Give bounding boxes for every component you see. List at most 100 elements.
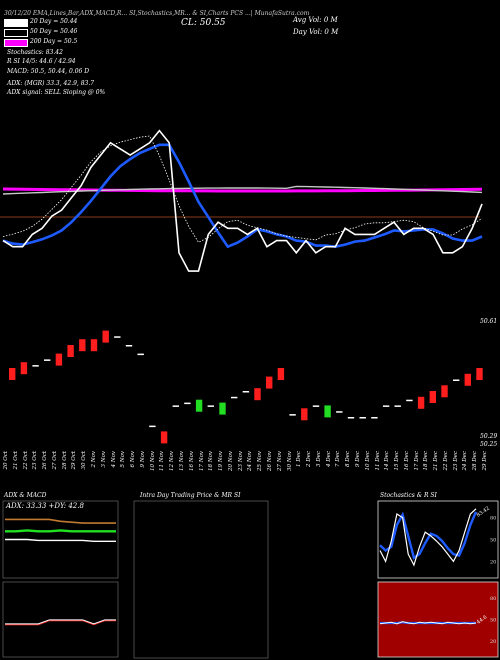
volume-bar bbox=[231, 396, 238, 399]
date-label: 27 Oct bbox=[51, 451, 58, 470]
price-axis-lower-1: 50.29 bbox=[480, 433, 498, 440]
volume-bar bbox=[55, 353, 63, 366]
volume-bar bbox=[312, 405, 320, 407]
date-label: 16 Dec bbox=[403, 451, 410, 471]
date-label: 18 Nov bbox=[208, 451, 215, 471]
volume-bar bbox=[464, 373, 471, 386]
rsi-readout: R SI 14/5: 44.6 / 42.94 bbox=[7, 58, 76, 65]
date-label: 17 Dec bbox=[413, 451, 420, 471]
volume-bar bbox=[347, 417, 355, 419]
date-label: 6 Nov bbox=[130, 451, 137, 468]
date-label: 9 Dec bbox=[354, 451, 361, 467]
date-label: 4 Nov bbox=[110, 451, 117, 468]
date-label: 3 Dec bbox=[315, 451, 322, 467]
rsi-tick: 50 bbox=[490, 618, 496, 624]
volume-bar bbox=[476, 368, 483, 380]
adx-readout: ADX: (MGR) 33.3, 42.9, 83.7 bbox=[7, 80, 95, 87]
plus-di-line bbox=[5, 529, 116, 533]
date-label: 4 Dec bbox=[325, 451, 332, 467]
date-label: 20 Nov bbox=[227, 451, 234, 471]
date-label: 10 Dec bbox=[364, 451, 371, 471]
volume-bar bbox=[149, 425, 156, 428]
price-axis-lower-2: 50.25 bbox=[480, 441, 498, 448]
date-label: 29 Oct bbox=[71, 451, 78, 470]
volume-bar bbox=[277, 368, 285, 380]
date-label: 3 Nov bbox=[100, 451, 107, 468]
volume-bar bbox=[172, 405, 179, 407]
date-label: 8 Dec bbox=[345, 451, 352, 467]
intraday-panel-title: Intra Day Trading Price & MR SI bbox=[140, 492, 241, 499]
volume-bar bbox=[102, 330, 109, 343]
price-line bbox=[2, 129, 483, 272]
macd-line bbox=[5, 619, 116, 625]
date-label: 7 Dec bbox=[335, 451, 342, 467]
volume-bar bbox=[9, 368, 16, 380]
ma-label-0: 20 Day = 50.44 bbox=[30, 18, 78, 25]
volume-bar bbox=[67, 345, 74, 357]
date-label: 11 Nov bbox=[159, 451, 166, 471]
date-label: 22 Dec bbox=[442, 451, 449, 471]
rsi-line bbox=[379, 621, 477, 625]
date-label: 30 Oct bbox=[81, 451, 88, 470]
ma-label-2: 200 Day = 50.5 bbox=[30, 38, 78, 45]
date-label: 25 Nov bbox=[257, 451, 264, 471]
volume-bar bbox=[160, 431, 168, 444]
avg-volume: Avg Vol: 0 M bbox=[293, 16, 338, 24]
ma50-line bbox=[2, 185, 483, 195]
date-label: 14 Dec bbox=[384, 451, 391, 471]
date-label: 13 Nov bbox=[179, 451, 185, 471]
volume-bar bbox=[184, 402, 191, 405]
date-label: 9 Nov bbox=[139, 451, 146, 468]
date-label: 16 Nov bbox=[188, 451, 195, 471]
volume-bar bbox=[336, 411, 343, 413]
stoch-k-line bbox=[379, 508, 477, 567]
rsi-tick: 80 bbox=[490, 596, 496, 602]
ma-swatch-1 bbox=[4, 29, 28, 37]
date-label: 12 Nov bbox=[169, 451, 176, 471]
volume-bar bbox=[79, 339, 86, 352]
rsi-tick: 20 bbox=[490, 639, 496, 645]
stoch-d-line bbox=[379, 511, 478, 560]
intraday-panel-frame bbox=[133, 500, 269, 659]
stochastics-panel-title: Stochastics & R SI bbox=[380, 492, 437, 499]
date-label: 10 Nov bbox=[149, 451, 156, 471]
ma-swatch-0 bbox=[4, 19, 28, 27]
day-volume: Day Vol: 0 M bbox=[293, 28, 339, 36]
date-label: 23 Oct bbox=[32, 451, 39, 470]
volume-bar bbox=[406, 399, 413, 402]
volume-bar bbox=[20, 362, 28, 375]
date-label: 26 Oct bbox=[42, 451, 49, 470]
date-label: 29 Dec bbox=[482, 451, 488, 471]
volume-bar bbox=[137, 353, 144, 356]
stoch-tick: 50 bbox=[490, 538, 496, 544]
date-label: 11 Dec bbox=[374, 451, 381, 471]
minus-di-line bbox=[5, 538, 116, 542]
volume-bar bbox=[301, 408, 308, 421]
stoch-tick: 80 bbox=[490, 516, 496, 522]
volume-bar bbox=[44, 359, 51, 361]
volume-bar bbox=[195, 399, 203, 412]
signal-line bbox=[2, 135, 483, 243]
date-label: 20 Oct bbox=[3, 451, 9, 470]
adx-signal: ADX signal: SELL Sloping @ 0% bbox=[7, 89, 106, 96]
adx-panel-title: ADX & MACD bbox=[4, 492, 47, 499]
volume-bar bbox=[371, 417, 378, 419]
date-label: 21 Oct bbox=[12, 451, 19, 470]
rsi-panel-frame bbox=[377, 581, 499, 658]
volume-bar bbox=[125, 345, 133, 347]
date-label: 22 Oct bbox=[22, 451, 29, 470]
date-label: 2 Nov bbox=[91, 451, 97, 468]
volume-bar bbox=[219, 402, 226, 415]
macd-readout: MACD: 50.5, 50.44, 0.06 D bbox=[7, 68, 90, 75]
date-label: 24 Nov bbox=[247, 451, 254, 471]
date-label: 17 Nov bbox=[198, 451, 205, 471]
date-label: 18 Dec bbox=[423, 451, 430, 471]
volume-bar bbox=[429, 391, 436, 403]
volume-bar bbox=[207, 405, 214, 407]
stochastics-readout: Stochastics: 83.42 bbox=[7, 49, 63, 56]
volume-bar bbox=[394, 405, 401, 407]
date-label: 27 Nov bbox=[276, 451, 283, 471]
volume-bar bbox=[359, 417, 366, 419]
date-label: 1 Dec bbox=[296, 451, 303, 467]
